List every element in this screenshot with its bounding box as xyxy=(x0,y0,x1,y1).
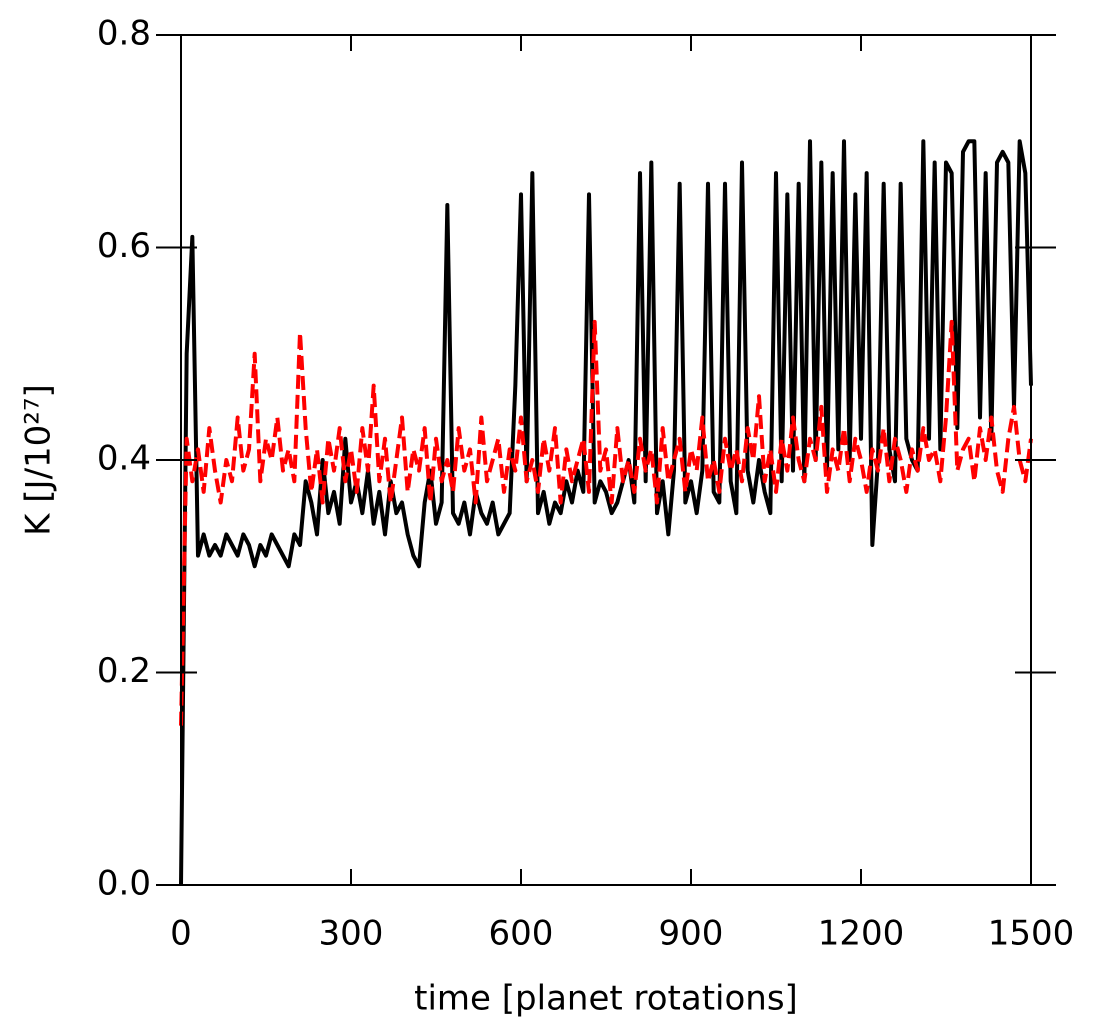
y-tick-label: 0.8 xyxy=(97,14,151,54)
y-tick-label: 0.6 xyxy=(97,226,151,266)
data-line xyxy=(179,319,1033,726)
data-line xyxy=(179,139,1033,886)
x-tick-label: 300 xyxy=(319,914,384,954)
x-axis-label: time [planet rotations] xyxy=(414,979,798,1019)
x-tick-label: 1200 xyxy=(818,914,905,954)
x-tick-label: 600 xyxy=(489,914,554,954)
y-tick-label: 0.0 xyxy=(97,864,151,904)
y-axis-label: K [J/10²⁷] xyxy=(19,384,59,536)
y-tick-label: 0.4 xyxy=(97,439,151,479)
x-tick-label: 1500 xyxy=(988,914,1075,954)
x-tick-label: 900 xyxy=(659,914,724,954)
x-tick-label: 0 xyxy=(170,914,192,954)
y-tick-label: 0.2 xyxy=(97,651,151,691)
